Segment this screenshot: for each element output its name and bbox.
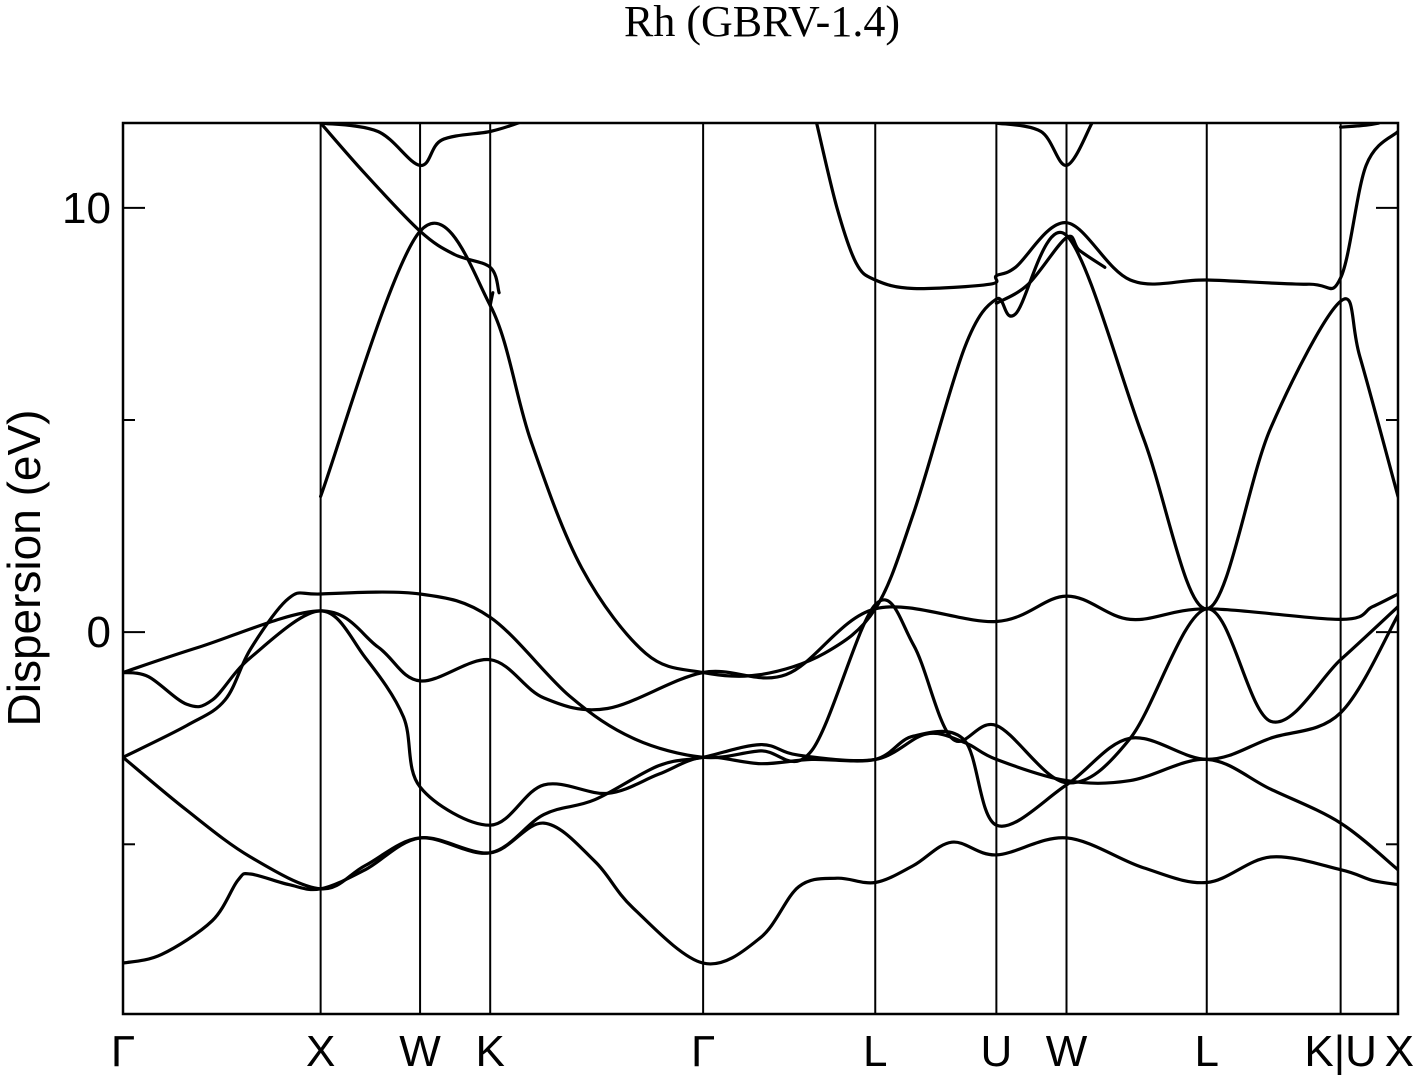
y-tick-label: 0 <box>87 608 111 657</box>
band-line-10 <box>815 123 1398 291</box>
chart-title: Rh (GBRV-1.4) <box>624 0 900 46</box>
band-line-7 <box>319 123 520 167</box>
y-axis-label: Dispersion (eV) <box>0 410 50 727</box>
kpath-lines <box>319 123 1342 1014</box>
band-line-8 <box>319 123 501 295</box>
band-line-1 <box>123 821 1398 966</box>
y-tick-label: 10 <box>62 184 111 233</box>
band-line-9 <box>488 291 495 307</box>
band-line-6 <box>319 221 1398 678</box>
x-tick-label: Γ <box>691 1027 715 1076</box>
band-line-3 <box>123 609 1398 828</box>
x-tick-label: W <box>399 1027 441 1076</box>
x-tick-label: X <box>1385 1027 1414 1076</box>
band-line-13 <box>994 234 1107 305</box>
x-axis-tick-labels: Γ X W K Γ L U W L K|U X <box>111 1027 1414 1076</box>
band-line-11 <box>994 123 1094 167</box>
band-line-2 <box>123 731 1398 891</box>
y-axis-ticks: 0 10 <box>62 184 1398 846</box>
x-tick-label: W <box>1046 1027 1088 1076</box>
band-line-4 <box>123 590 1398 785</box>
x-tick-label: L <box>1195 1027 1219 1076</box>
plot-frame <box>121 121 1400 1016</box>
x-tick-label: X <box>306 1027 335 1076</box>
x-tick-label: K <box>476 1027 505 1076</box>
x-tick-label: Γ <box>111 1027 135 1076</box>
x-tick-label: L <box>863 1027 887 1076</box>
band-lines <box>123 123 1398 966</box>
x-tick-label: K|U <box>1304 1027 1377 1076</box>
x-tick-label: U <box>980 1027 1012 1076</box>
